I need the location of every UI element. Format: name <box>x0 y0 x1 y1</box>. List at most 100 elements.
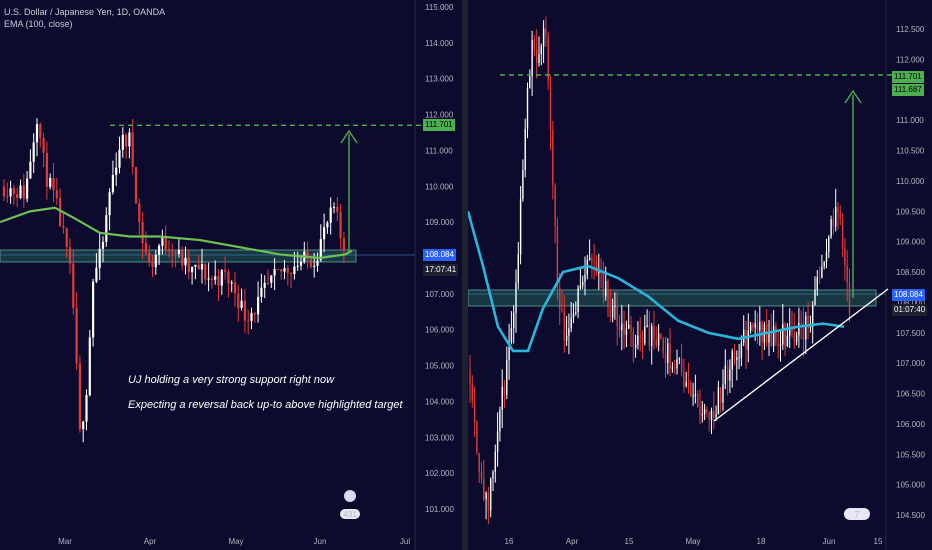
price-tick-label: 109.000 <box>425 218 454 227</box>
candle-body <box>772 325 775 346</box>
candle-body <box>625 328 628 336</box>
candle-body <box>276 269 279 271</box>
candle-body <box>510 328 513 343</box>
event-flag-icon <box>344 490 356 502</box>
candle-body <box>490 478 492 511</box>
candle-body <box>309 258 312 267</box>
candle-body <box>793 332 795 342</box>
trendline <box>713 288 889 422</box>
candle-body <box>823 262 825 267</box>
candle-body <box>19 185 22 198</box>
candle-body <box>207 278 210 280</box>
candle-body <box>476 422 478 453</box>
candle-body <box>609 307 611 318</box>
candle-body <box>293 266 296 274</box>
candle-body <box>29 161 32 179</box>
candle-body <box>499 409 501 432</box>
price-tick-label: 110.000 <box>896 177 925 186</box>
candle-body <box>632 331 634 348</box>
price-tick-label: 110.500 <box>896 147 925 156</box>
candle-body <box>591 257 593 262</box>
candle-body <box>798 322 800 336</box>
candle-body <box>105 215 108 242</box>
candle-body <box>52 177 55 191</box>
price-tick-label: 115.000 <box>425 3 454 12</box>
candle-body <box>35 124 39 143</box>
candle-body <box>167 249 171 252</box>
price-tick-label: 112.000 <box>425 111 454 120</box>
candle-body <box>540 46 542 55</box>
right-chart-canvas[interactable]: 112.500112.000111.500111.000110.500110.0… <box>468 0 932 550</box>
price-tick-label: 101.000 <box>425 505 454 514</box>
candle-body <box>669 343 671 369</box>
candle-body <box>339 211 342 239</box>
candle-body <box>731 351 733 370</box>
candle-body <box>273 269 276 276</box>
left-chart-canvas[interactable]: 115.000 114.000 113.000 112.000 111.000 110.0… <box>0 0 462 550</box>
annotation-line-1: UJ holding a very strong support right n… <box>128 374 335 386</box>
price-tick-label: 107.000 <box>896 359 925 368</box>
candle-body <box>200 264 204 270</box>
candle-body <box>98 248 101 268</box>
candle-body <box>749 324 752 331</box>
candle-body <box>736 357 738 360</box>
candle-body <box>720 387 722 403</box>
candle-body <box>770 333 772 346</box>
candle-body <box>733 351 736 360</box>
candle-body <box>111 174 114 193</box>
price-tick-label: 104.000 <box>425 397 454 406</box>
candle-body <box>151 262 154 268</box>
candle-body <box>602 273 605 297</box>
candle-body <box>777 342 779 346</box>
indicator-legend[interactable]: EMA (100, close) <box>4 19 73 29</box>
candle-body <box>756 323 759 331</box>
candle-body <box>648 325 651 346</box>
target-price-tag-right-2: 111.687 <box>892 84 924 96</box>
candle-body <box>708 412 710 420</box>
candle-body <box>171 251 174 253</box>
time-tick-label: Apr <box>144 537 157 546</box>
candle-body <box>121 134 124 150</box>
price-tick-label: 106.000 <box>896 420 925 429</box>
candle-body <box>263 282 266 288</box>
candle-body <box>722 384 724 403</box>
annotation-line-2: Expecting a reversal back up-to above hi… <box>128 399 403 411</box>
candle-body <box>513 312 515 329</box>
candle-body <box>745 329 747 350</box>
candle-body <box>692 395 694 397</box>
candle-body <box>683 371 685 387</box>
candle-body <box>556 226 559 288</box>
candle-body <box>837 206 839 213</box>
time-tick-label: May <box>228 537 243 546</box>
candle-body <box>323 227 326 240</box>
candle-body <box>2 186 6 197</box>
price-tick-label: 108.000 <box>896 298 925 307</box>
candle-body <box>253 313 256 315</box>
left-chart-panel[interactable]: 115.000 114.000 113.000 112.000 111.000 110.0… <box>0 0 462 550</box>
candle-body <box>55 190 58 199</box>
candle-body <box>181 249 184 266</box>
candle-body <box>115 167 118 175</box>
candle-body <box>800 322 802 325</box>
candle-body <box>717 387 720 415</box>
candle-body <box>187 257 190 273</box>
candle-body <box>101 241 105 249</box>
candle-body <box>529 76 531 89</box>
panel-divider[interactable] <box>462 0 468 550</box>
candle-body <box>678 358 680 360</box>
candle-body <box>316 260 319 266</box>
event-count-badge-icon <box>340 509 360 519</box>
candle-body <box>747 330 749 350</box>
candle-body <box>639 335 641 338</box>
candle-body <box>128 132 131 147</box>
candle-body <box>655 338 657 346</box>
candle-body <box>607 281 609 308</box>
right-chart-panel[interactable]: 112.500112.000111.500111.000110.500110.0… <box>468 0 932 550</box>
candle-body <box>671 367 674 369</box>
target-price-tag-right: 111.701 <box>892 71 924 83</box>
candle-body <box>637 335 639 345</box>
price-tick-label: 110.000 <box>425 182 454 191</box>
candle-body <box>789 328 791 336</box>
candle-body <box>49 177 52 187</box>
candle-body <box>761 322 763 343</box>
